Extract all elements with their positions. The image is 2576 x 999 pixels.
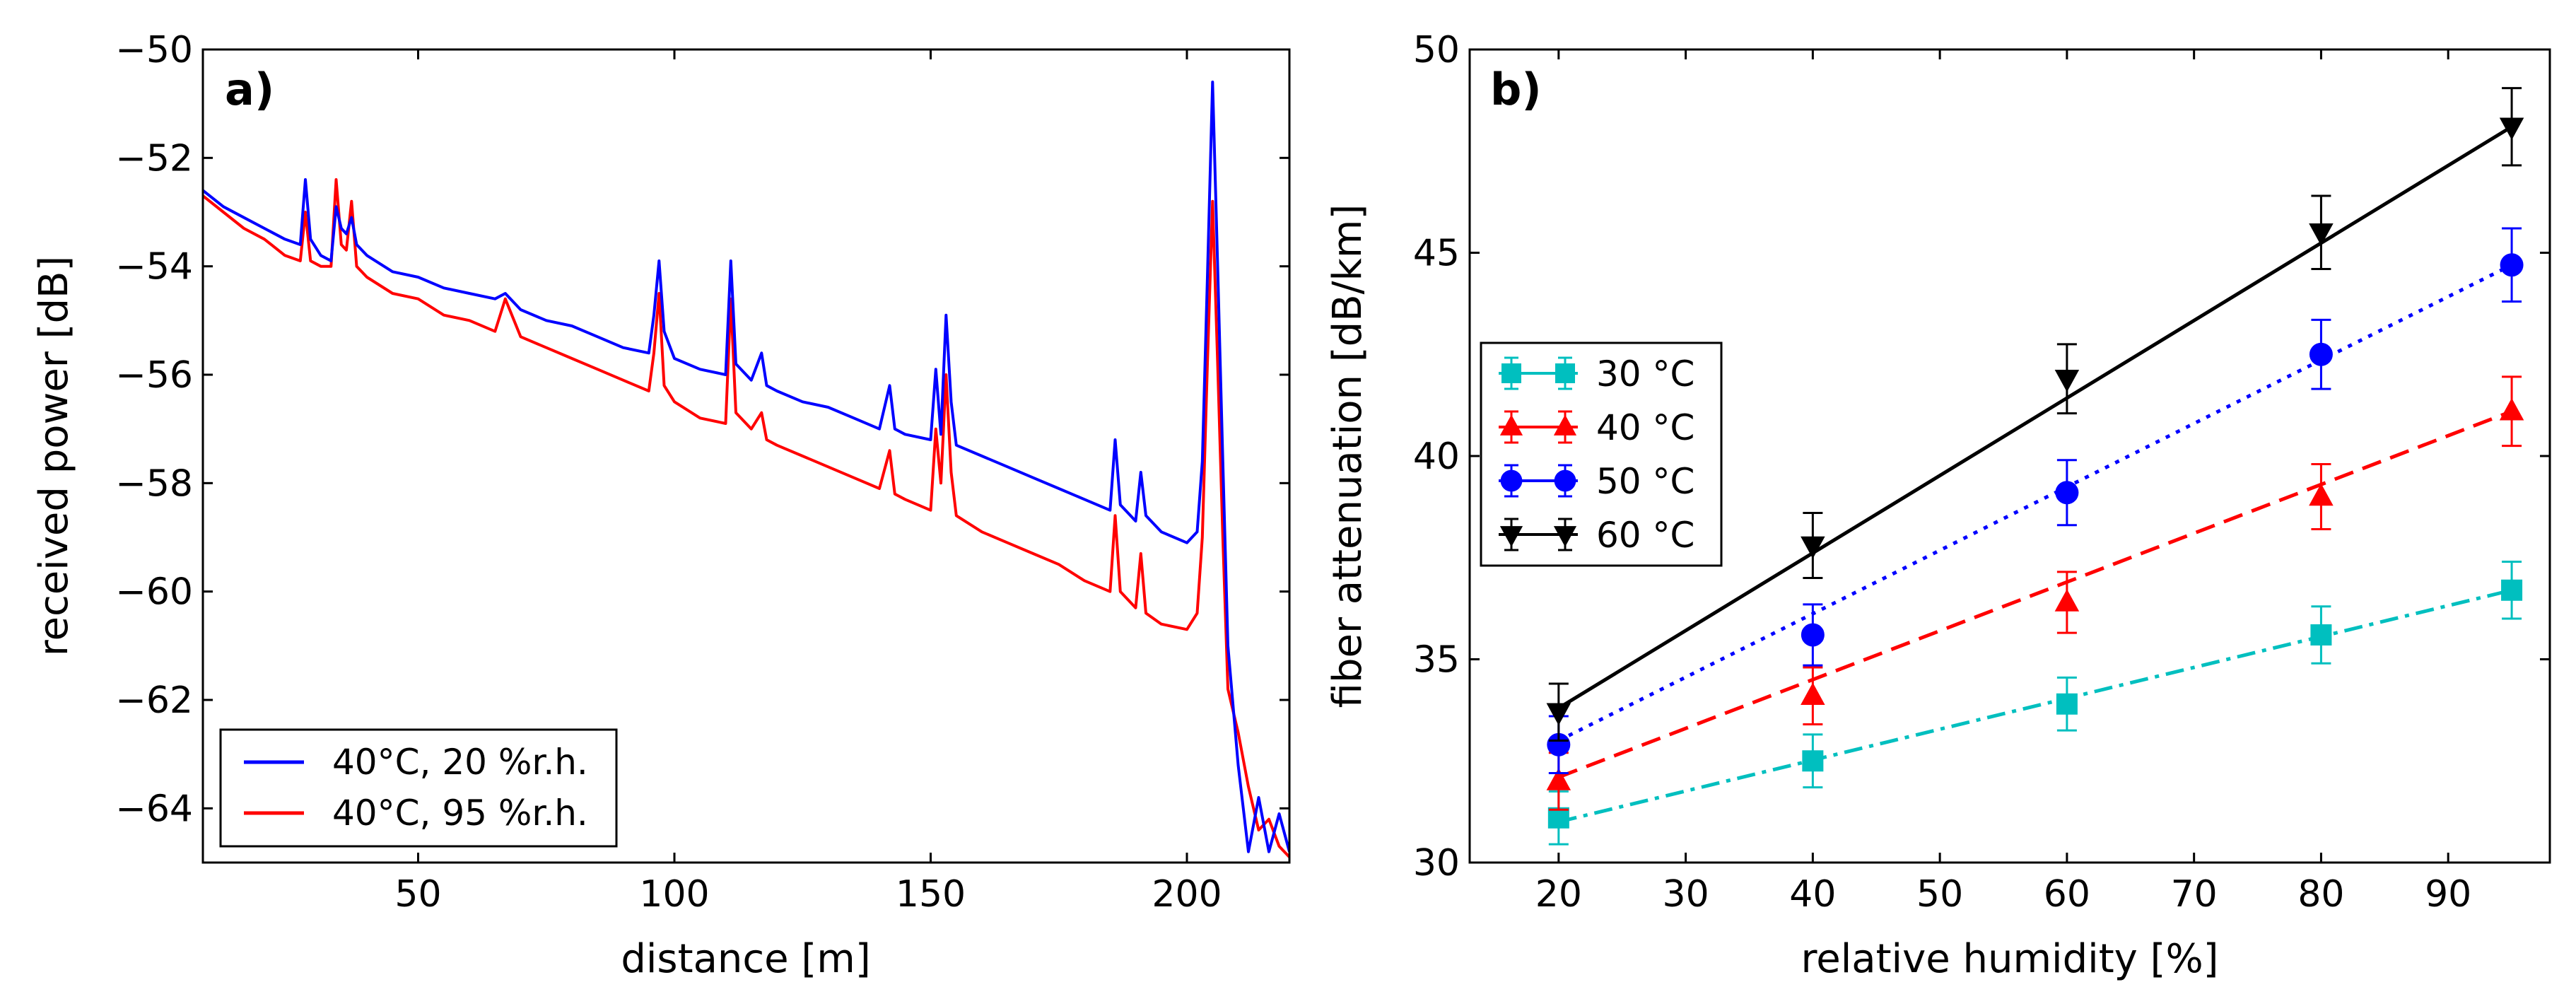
panel-b-xtick-label: 50 (1916, 873, 1963, 916)
fit-line-0 (1558, 588, 2512, 824)
panel-a-label: a) (225, 64, 274, 115)
panel-b-ylabel: fiber attenuation [dB/km] (1325, 204, 1371, 708)
panel-a-ytick-label: −62 (115, 679, 193, 722)
panel-a-xtick-label: 50 (394, 873, 441, 916)
data-point-3 (2309, 223, 2334, 246)
panel-a-xtick-label: 200 (1152, 873, 1222, 916)
panel-a-ytick-label: −58 (115, 462, 193, 505)
legend-b-entry-1 (1499, 410, 1578, 444)
series-line-1 (203, 178, 1289, 858)
panel-b-ytick-label: 45 (1413, 233, 1460, 275)
data-point-1 (2499, 398, 2524, 421)
data-point-2 (2055, 481, 2079, 505)
legend-b-label-3: 60 °C (1596, 515, 1694, 556)
panel-a-xtick-label: 150 (896, 873, 966, 916)
fit-line-1 (1557, 409, 2512, 779)
data-point-1 (1801, 682, 1825, 705)
data-point-1 (2054, 589, 2080, 612)
legend-b-label-2: 50 °C (1596, 461, 1694, 502)
panel-a-frame (201, 48, 1291, 864)
panel-b-xtick-label: 40 (1789, 873, 1836, 916)
panel-b-xtick-label: 90 (2425, 873, 2471, 916)
legend-b-marker-2 (1554, 469, 1576, 492)
panel-b-ytick-label: 30 (1413, 842, 1460, 884)
data-point-2 (2309, 342, 2333, 366)
panel-b-ytick-label: 35 (1413, 639, 1460, 682)
data-point-2 (1801, 623, 1825, 647)
panel-a: 50 100 150 200 −64 −62 −60 −58 −56 −54 −52 −50 a) d… (31, 29, 1291, 982)
legend-b-marker-1 (1553, 414, 1577, 436)
panel-a-series-group (203, 81, 1289, 858)
panel-a-ytick-label: −54 (115, 246, 193, 288)
panel-b-xlabel: relative humidity [%] (1801, 936, 2218, 982)
legend-b-entry-0 (1499, 356, 1578, 390)
panel-a-ylabel: received power [dB] (31, 256, 77, 657)
panel-b-series-group (1546, 87, 2524, 846)
panel-b: 20 30 40 50 60 70 80 90 30 35 40 45 50 b) relative h… (1325, 29, 2551, 982)
panel-b-xtick-label: 70 (2171, 873, 2218, 916)
data-point-0 (2056, 693, 2078, 715)
panel-a-ytick-label: −56 (115, 354, 193, 397)
fit-line-3 (1557, 125, 2513, 710)
panel-b-frame (1468, 48, 2551, 864)
panel-b-xtick-label: 30 (1663, 873, 1709, 916)
data-point-3 (2054, 370, 2080, 392)
panel-a-ytick-label: −52 (115, 137, 193, 180)
panel-b-ticks: 20 30 40 50 60 70 80 90 30 35 40 45 50 (1413, 29, 2550, 916)
legend-b-marker-3 (1499, 526, 1523, 547)
panel-a-legend: 40°C, 20 %r.h. 40°C, 95 %r.h. (219, 728, 618, 848)
legend-b-marker-2 (1500, 469, 1523, 492)
legend-b-marker-1 (1499, 414, 1523, 436)
panel-b-ytick-label: 40 (1413, 436, 1460, 478)
legend-b-label-0: 30 °C (1596, 354, 1694, 395)
panel-b-xtick-label: 60 (2044, 873, 2090, 916)
legend-b-entry-2 (1499, 464, 1578, 498)
data-point-0 (1802, 750, 1824, 772)
panel-b-label: b) (1490, 64, 1542, 115)
data-point-0 (2501, 579, 2523, 601)
panel-b-legend: 30 °C 40 °C 50 °C 60 °C (1480, 341, 1723, 567)
panel-a-xtick-label: 100 (639, 873, 709, 916)
fit-line-2 (1557, 263, 2513, 742)
panel-a-ytick-label: −64 (115, 788, 193, 830)
data-point-3 (1801, 536, 1825, 559)
data-point-3 (1546, 703, 1571, 725)
panel-a-xlabel: distance [m] (621, 936, 870, 982)
legend-b-marker-0 (1501, 363, 1521, 383)
panel-a-ticks: 50 100 150 200 −64 −62 −60 −58 −56 −54 −52 −50 (115, 29, 1289, 916)
panel-b-xtick-label: 20 (1535, 873, 1582, 916)
data-point-1 (2309, 483, 2334, 506)
legend-b-label-1: 40 °C (1596, 407, 1694, 448)
legend-a-label-0: 40°C, 20 %r.h. (332, 742, 588, 783)
panel-a-ytick-label: −50 (115, 29, 193, 71)
data-point-0 (2310, 624, 2332, 645)
series-line-0 (203, 81, 1289, 853)
data-point-2 (1547, 732, 1571, 756)
data-point-1 (1546, 768, 1571, 790)
legend-b-marker-0 (1555, 363, 1575, 383)
panel-a-ytick-label: −60 (115, 571, 193, 614)
data-point-2 (2500, 253, 2524, 277)
legend-b-entry-3 (1499, 518, 1578, 551)
legend-a-label-1: 40°C, 95 %r.h. (332, 793, 588, 834)
panel-a-legend-frame (219, 728, 618, 848)
legend-b-marker-3 (1553, 526, 1577, 547)
data-point-3 (2499, 117, 2524, 140)
panel-b-ytick-label: 50 (1413, 29, 1460, 71)
panel-b-xtick-label: 80 (2297, 873, 2344, 916)
